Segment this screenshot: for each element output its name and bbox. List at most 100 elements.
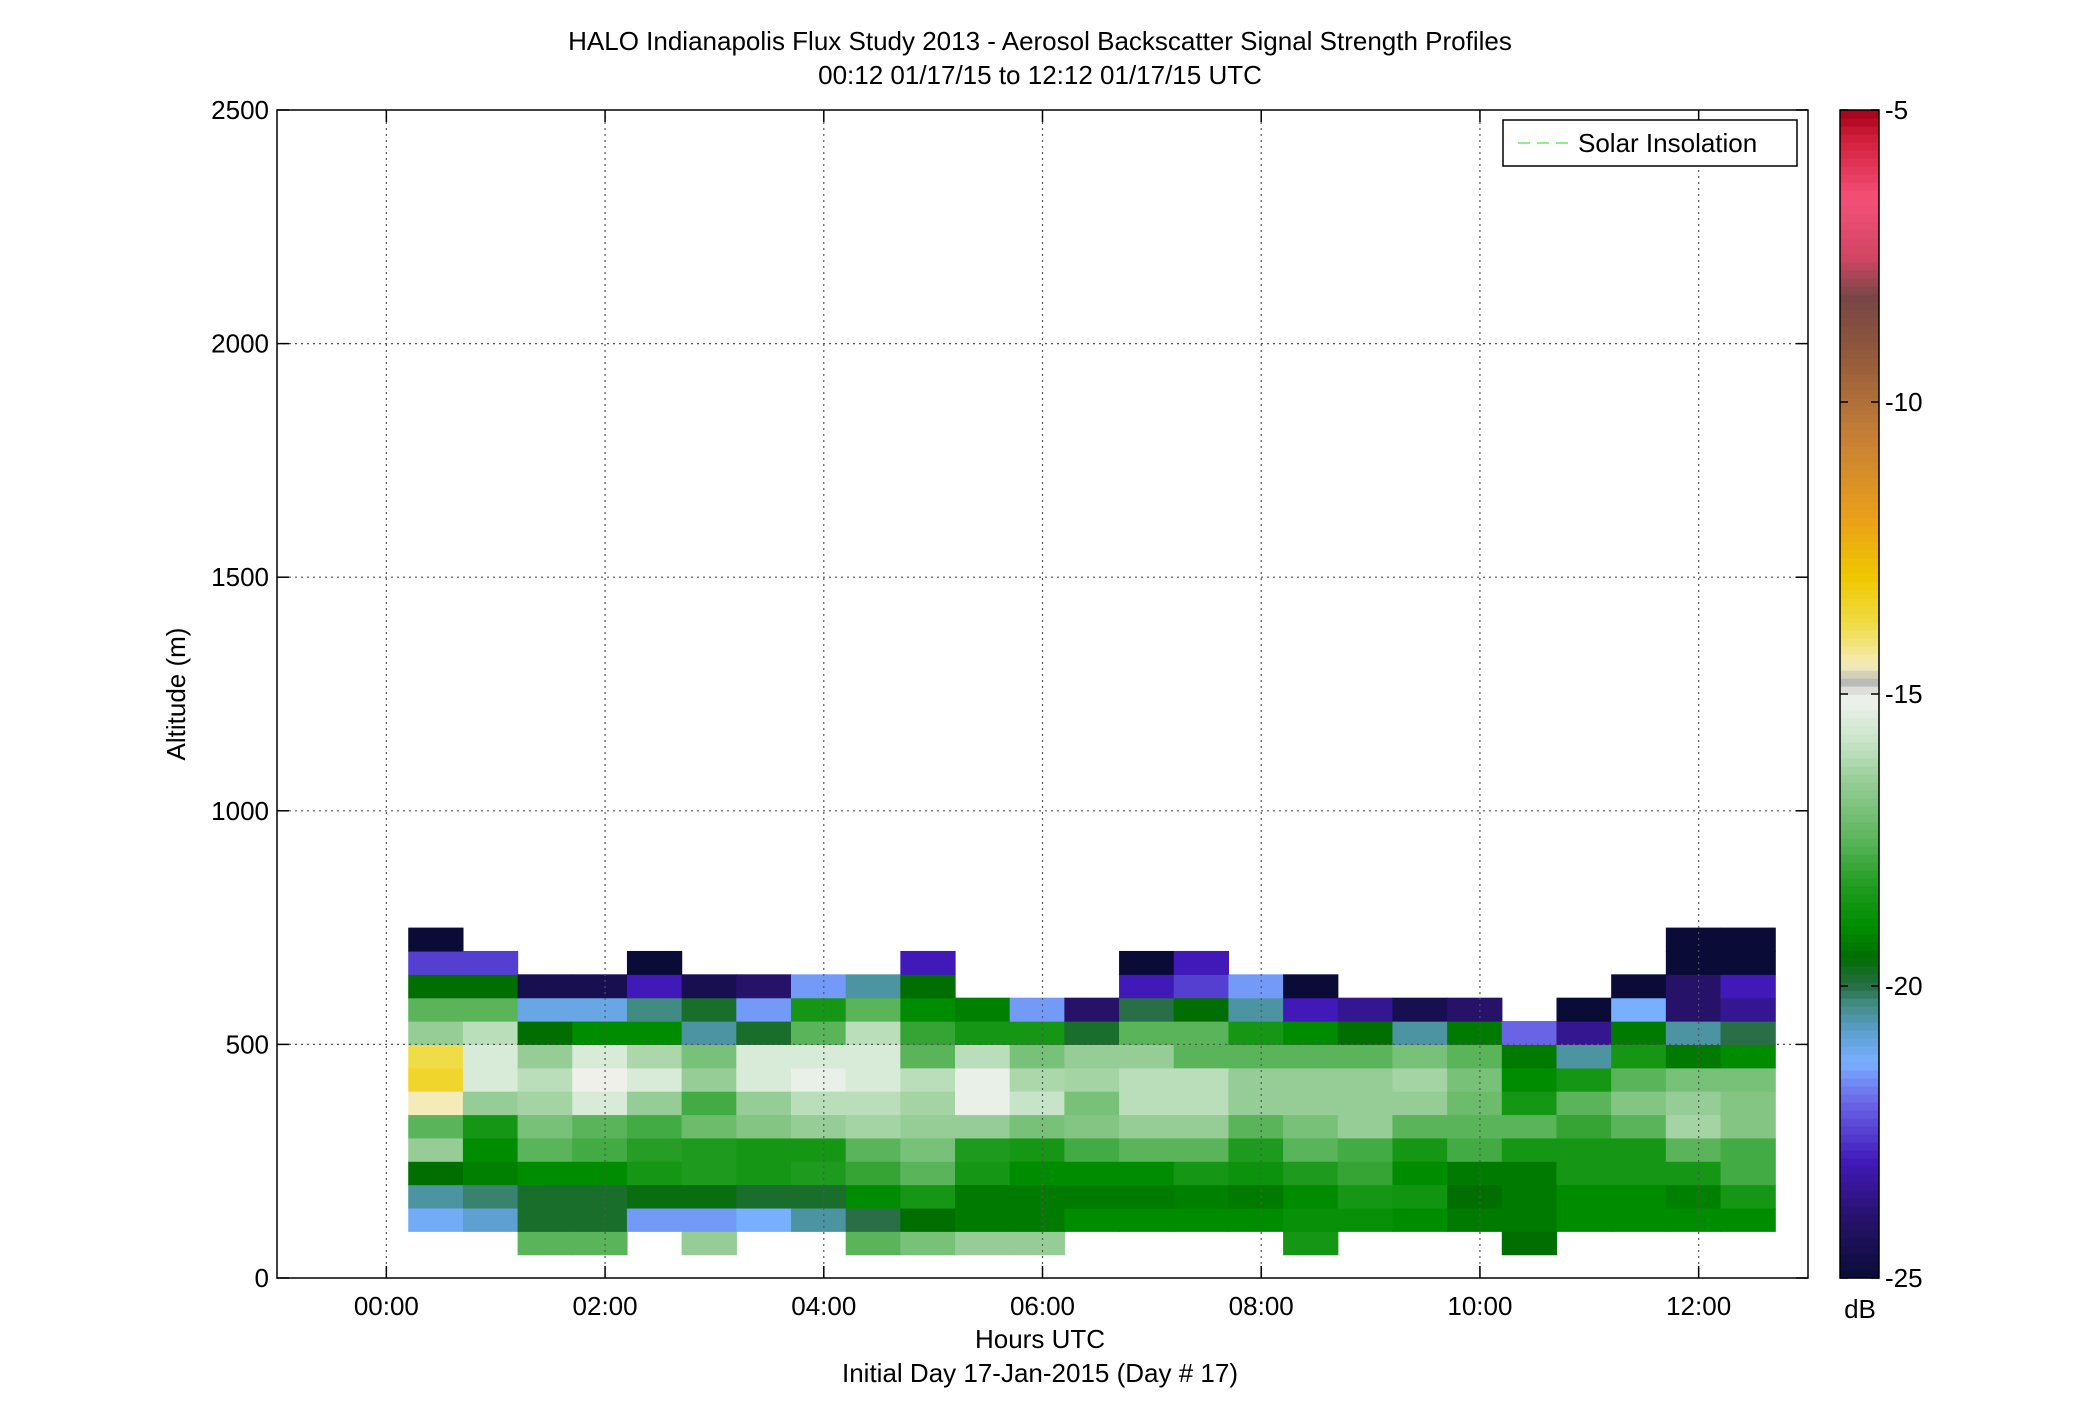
colorbar-band (1840, 958, 1879, 967)
heatmap-cell (572, 1184, 628, 1209)
colorbar-band (1840, 142, 1879, 151)
heatmap-cell (408, 1137, 464, 1162)
heatmap-cell (1283, 1021, 1339, 1045)
legend-box: Solar Insolation (1502, 119, 1798, 167)
heatmap-cell (736, 1184, 792, 1209)
heatmap-cell (1556, 1114, 1612, 1139)
colorbar-band (1840, 734, 1879, 743)
heatmap-cell (1665, 997, 1722, 1022)
colorbar-band (1840, 1046, 1879, 1055)
heatmap-cell (626, 997, 683, 1022)
colorbar-band (1840, 606, 1879, 615)
heatmap-cell (626, 1207, 683, 1232)
colorbar-band (1840, 1190, 1879, 1199)
colorbar-band (1840, 254, 1879, 263)
heatmap-cell (408, 1114, 464, 1139)
colorbar-band (1840, 286, 1879, 295)
colorbar-band (1840, 974, 1879, 983)
colorbar-band (1840, 550, 1879, 559)
heatmap-cell (1501, 1067, 1558, 1092)
colorbar-unit-label: dB (1844, 1294, 1876, 1324)
colorbar-band (1840, 382, 1879, 391)
heatmap-cell (1064, 1067, 1120, 1092)
colorbar-band (1840, 174, 1879, 183)
heatmap-cell (1173, 1161, 1230, 1186)
heatmap-cell (1720, 1044, 1776, 1069)
heatmap-cell (1501, 1091, 1558, 1116)
colorbar-band (1840, 582, 1879, 591)
colorbar-band (1840, 406, 1879, 415)
x-tick-label: 08:00 (1229, 1291, 1294, 1321)
colorbar-band (1840, 1126, 1879, 1135)
heatmap-cell (1064, 1114, 1120, 1139)
heatmap-cell (1611, 997, 1667, 1022)
colorbar-band (1840, 1094, 1879, 1103)
heatmap-cell (1119, 974, 1175, 999)
colorbar-band (1840, 1206, 1879, 1215)
heatmap-cell (1665, 1091, 1722, 1116)
colorbar-band (1840, 1230, 1879, 1239)
colorbar-band (1840, 990, 1879, 999)
heatmap-cell (1665, 1137, 1722, 1162)
heatmap-cell (572, 1114, 628, 1139)
heatmap-cell (517, 974, 573, 999)
colorbar-band (1840, 438, 1879, 447)
heatmap-cell (1392, 1091, 1448, 1116)
colorbar-band (1840, 478, 1879, 487)
heatmap-cell (900, 1184, 956, 1209)
heatmap-cell (1611, 1207, 1667, 1232)
heatmap-cell (408, 1067, 464, 1092)
heatmap-cell (736, 1021, 792, 1045)
heatmap-cell (736, 997, 792, 1022)
heatmap-cell (1119, 1091, 1175, 1116)
heatmap-cell (1228, 1114, 1284, 1139)
heatmap-cell (1283, 1184, 1339, 1209)
heatmap-cell (955, 1067, 1011, 1092)
colorbar-band (1840, 302, 1879, 311)
heatmap-cell (1173, 1137, 1230, 1162)
colorbar-band (1840, 150, 1879, 159)
heatmap-cell (790, 1067, 847, 1092)
heatmap-cell (1283, 1091, 1339, 1116)
colorbar-tick-label: -5 (1885, 95, 1908, 125)
heatmap-cell (1501, 1137, 1558, 1162)
heatmap-cell (1720, 1137, 1776, 1162)
heatmap-cell (790, 1207, 847, 1232)
heatmap-cell (1064, 1161, 1120, 1186)
heatmap-cell (1665, 1184, 1722, 1209)
colorbar-band (1840, 278, 1879, 287)
colorbar-band (1840, 126, 1879, 135)
heatmap-cell (790, 997, 847, 1022)
heatmap-cell (1173, 974, 1230, 999)
heatmap-cell (1337, 1161, 1394, 1186)
heatmap-cell (408, 1184, 464, 1209)
colorbar-band (1840, 310, 1879, 319)
heatmap-cell (1119, 997, 1175, 1022)
heatmap-cell (462, 1207, 519, 1232)
colorbar-band (1840, 798, 1879, 807)
colorbar-band (1840, 222, 1879, 231)
heatmap-cell (626, 1184, 683, 1209)
colorbar-band (1840, 1150, 1879, 1159)
heatmap-cell (1447, 1021, 1503, 1045)
heatmap-cell (1501, 1184, 1558, 1209)
heatmap-cell (1337, 1137, 1394, 1162)
heatmap-cell (1228, 974, 1284, 999)
heatmap-cell (1447, 1091, 1503, 1116)
colorbar-gradient (1840, 110, 1879, 1279)
colorbar-band (1840, 1054, 1879, 1063)
heatmap-cell (845, 974, 901, 999)
colorbar-band (1840, 1246, 1879, 1255)
colorbar-band (1840, 774, 1879, 783)
colorbar-band (1840, 1262, 1879, 1271)
heatmap-cell (1337, 1044, 1394, 1069)
colorbar-band (1840, 486, 1879, 495)
heatmap-cell (1173, 950, 1230, 975)
heatmap-cell (1337, 1091, 1394, 1116)
colorbar-band (1840, 718, 1879, 727)
heatmap-cell (900, 1091, 956, 1116)
heatmap-cell (1228, 1067, 1284, 1092)
heatmap-cell (1665, 974, 1722, 999)
colorbar-band (1840, 822, 1879, 831)
heatmap-cell (1173, 1067, 1230, 1092)
